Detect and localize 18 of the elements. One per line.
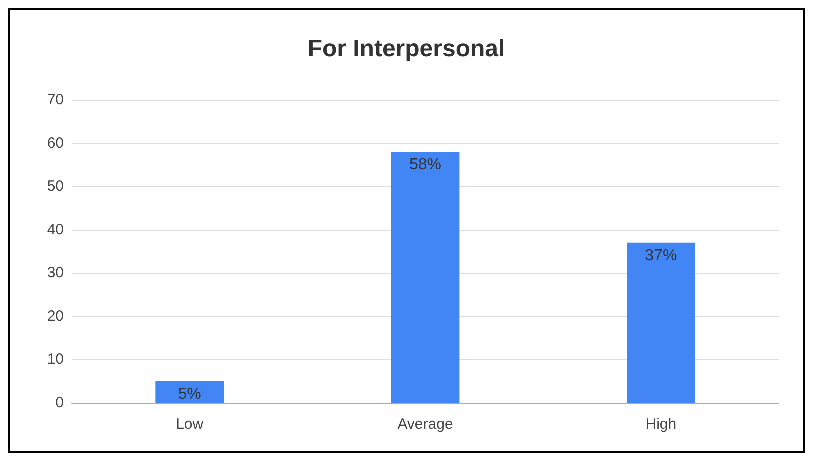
bar (626, 242, 696, 403)
x-tick-label: Average (398, 416, 454, 433)
bar (391, 152, 460, 403)
data-label: 5% (178, 386, 202, 403)
chart-title: For Interpersonal (308, 36, 506, 62)
y-tick-label: 30 (47, 264, 64, 282)
y-tick-label: 50 (47, 178, 64, 196)
x-tick-label: Low (176, 416, 204, 433)
y-tick-label: 20 (47, 308, 64, 325)
data-label: 37% (645, 247, 678, 264)
y-tick-label: 60 (47, 134, 64, 152)
y-tick-label: 40 (47, 221, 64, 238)
bar (156, 381, 224, 403)
y-tick-label: 10 (47, 351, 64, 368)
data-label: 58% (409, 156, 442, 174)
y-tick-label: 0 (56, 394, 64, 412)
y-tick-label: 70 (47, 92, 64, 108)
x-tick-label: High (646, 416, 677, 433)
